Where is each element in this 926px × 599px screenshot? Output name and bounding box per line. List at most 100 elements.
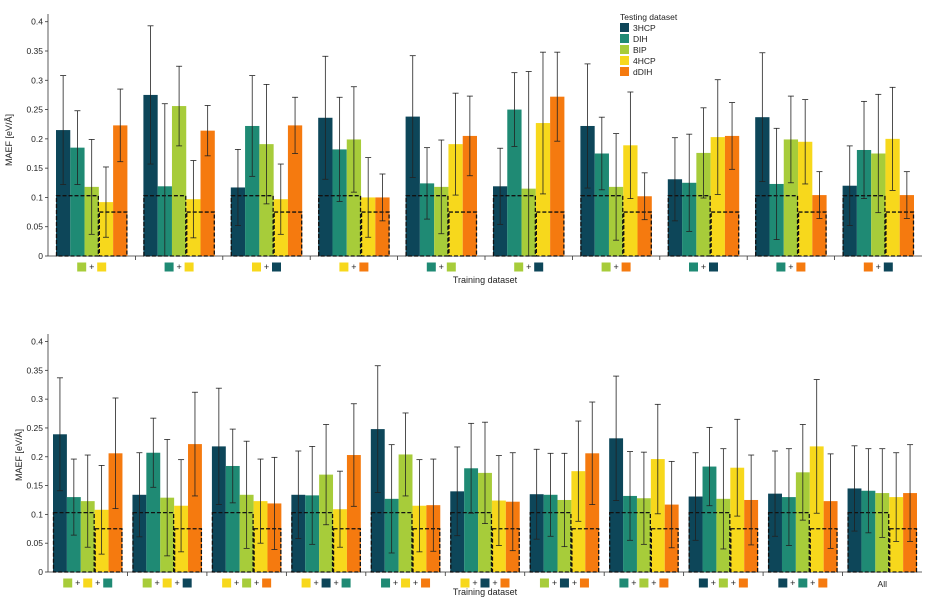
training-square-ddih bbox=[818, 578, 828, 588]
baseline-box-b bbox=[491, 528, 520, 573]
baseline-box-b bbox=[412, 528, 441, 573]
baseline-box-b bbox=[623, 211, 652, 257]
bar-4hcp bbox=[730, 467, 745, 572]
bar-ddih bbox=[899, 195, 914, 256]
training-square-ddih bbox=[500, 578, 510, 588]
bar-ddih bbox=[550, 96, 565, 256]
bar-3hcp bbox=[609, 438, 624, 572]
bar-bip bbox=[398, 454, 413, 572]
plus-sign: + bbox=[790, 578, 795, 588]
legend-label-ddih: dDIH bbox=[633, 67, 652, 77]
y-tick-label: 0.15 bbox=[26, 481, 43, 491]
training-square-dih bbox=[798, 578, 808, 588]
training-square-3hcp bbox=[534, 262, 544, 272]
bar-3hcp bbox=[318, 117, 333, 257]
bar-4hcp bbox=[623, 145, 638, 256]
training-square-4hcp bbox=[162, 578, 172, 588]
chart-panel-bottom: 0 0.05 0.1 0.15 0.2 0.25 0.3 0.35 0.4 MAEF [eV/Å]… bbox=[14, 334, 922, 597]
baseline-box-b bbox=[273, 211, 303, 257]
bar-4hcp bbox=[710, 137, 725, 256]
baseline-box-a bbox=[230, 195, 274, 257]
training-square-bip bbox=[639, 578, 649, 588]
training-square-3hcp bbox=[272, 262, 281, 272]
chart-panel-top: 0 0.05 0.1 0.15 0.2 0.25 0.3 0.35 0.4 MAEF [eV/Å]… bbox=[4, 14, 922, 285]
bar-dih bbox=[856, 149, 872, 256]
bar-3hcp bbox=[370, 429, 385, 572]
y-tick-label: 0.05 bbox=[26, 222, 43, 232]
training-label-all: All bbox=[878, 579, 888, 589]
baseline-box-b bbox=[253, 528, 282, 573]
bar-ddih bbox=[113, 125, 128, 256]
training-square-dih bbox=[776, 262, 786, 272]
training-square-dih bbox=[381, 578, 391, 588]
plus-sign: + bbox=[351, 262, 356, 272]
baseline-box-b bbox=[889, 528, 918, 573]
plus-sign: + bbox=[731, 578, 736, 588]
training-square-3hcp bbox=[321, 578, 331, 588]
y-tick-label: 0.1 bbox=[31, 509, 43, 519]
baseline-box-b bbox=[332, 528, 361, 573]
baseline-box-b bbox=[809, 528, 838, 573]
legend-label-3hcp: 3HCP bbox=[633, 23, 656, 33]
bar-3hcp bbox=[143, 94, 158, 256]
y-tick-label: 0.2 bbox=[31, 452, 43, 462]
training-square-dih bbox=[164, 262, 174, 272]
plus-sign: + bbox=[176, 262, 181, 272]
plus-sign: + bbox=[254, 578, 259, 588]
y-axis-label: MAEF [eV/Å] bbox=[4, 114, 14, 166]
y-tick-label: 0.35 bbox=[26, 46, 43, 56]
bar-bip bbox=[346, 139, 362, 256]
training-square-ddih bbox=[262, 578, 272, 588]
y-axis-label: MAEF [eV/Å] bbox=[14, 429, 24, 481]
y-tick-label: 0.4 bbox=[31, 17, 43, 27]
training-square-bip bbox=[514, 262, 524, 272]
plus-sign: + bbox=[75, 578, 80, 588]
training-square-ddih bbox=[863, 262, 873, 272]
y-tick-label: 0.3 bbox=[31, 394, 43, 404]
baseline-box-b bbox=[650, 528, 679, 573]
plus-sign: + bbox=[155, 578, 160, 588]
bar-ddih bbox=[346, 455, 361, 572]
legend-label-dih: DIH bbox=[633, 34, 648, 44]
y-tick-label: 0.15 bbox=[26, 163, 43, 173]
bar-ddih bbox=[812, 195, 827, 256]
bar-dih bbox=[594, 153, 609, 256]
training-square-4hcp bbox=[97, 262, 107, 272]
bar-dih bbox=[464, 468, 479, 572]
training-square-dih bbox=[619, 578, 629, 588]
legend-swatch-3hcp bbox=[620, 23, 629, 32]
plus-sign: + bbox=[810, 578, 815, 588]
bar-3hcp bbox=[53, 434, 67, 572]
bar-dih bbox=[70, 147, 85, 256]
y-tick-label: 0.4 bbox=[31, 337, 43, 347]
training-square-4hcp bbox=[222, 578, 232, 588]
plus-sign: + bbox=[631, 578, 636, 588]
baseline-box-b bbox=[448, 211, 478, 257]
baseline-box-b bbox=[885, 211, 915, 257]
plus-sign: + bbox=[234, 578, 239, 588]
x-axis-label: Training dataset bbox=[453, 275, 518, 285]
bar-4hcp bbox=[798, 141, 813, 256]
training-square-4hcp bbox=[339, 262, 349, 272]
baseline-box-b bbox=[730, 528, 759, 573]
legend-label-bip: BIP bbox=[633, 45, 647, 55]
training-square-4hcp bbox=[184, 262, 194, 272]
bar-3hcp bbox=[56, 130, 71, 256]
training-square-4hcp bbox=[252, 262, 261, 272]
y-tick-label: 0.1 bbox=[31, 192, 43, 202]
training-square-bip bbox=[77, 262, 87, 272]
bar-ddih bbox=[724, 135, 740, 256]
plus-sign: + bbox=[552, 578, 557, 588]
plus-sign: + bbox=[413, 578, 418, 588]
training-square-4hcp bbox=[301, 578, 311, 588]
x-axis-label: Training dataset bbox=[453, 587, 518, 597]
baseline-box-a bbox=[580, 195, 624, 257]
baseline-box-b bbox=[98, 211, 128, 257]
plus-sign: + bbox=[472, 578, 477, 588]
plus-sign: + bbox=[264, 262, 269, 272]
legend-swatch-4hcp bbox=[620, 56, 629, 65]
training-square-ddih bbox=[421, 578, 431, 588]
training-square-dih bbox=[103, 578, 113, 588]
bar-4hcp bbox=[885, 138, 900, 256]
